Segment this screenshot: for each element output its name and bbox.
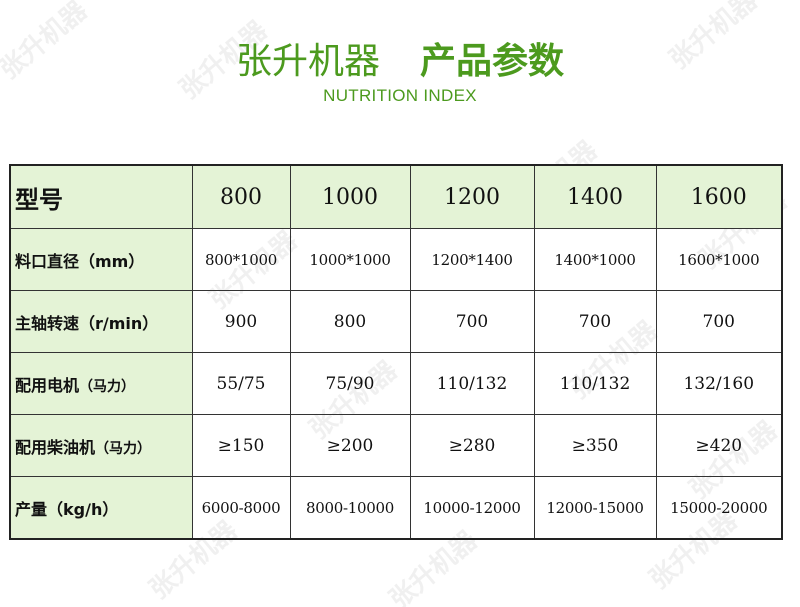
- table-cell: 8000-10000: [289, 476, 411, 540]
- row-label: 配用电机（马力）: [9, 352, 193, 415]
- table-cell: ≥350: [533, 414, 657, 477]
- row-label: 产量（kg/h）: [9, 476, 193, 540]
- model-cell: 1600: [655, 164, 783, 229]
- row-label: 配用柴油机（马力）: [9, 414, 193, 477]
- spec-table: 型号 800 1000 1200 1400 1600 料口直径（mm） 800*…: [9, 164, 783, 540]
- row-label-text: 配用柴油机: [15, 437, 96, 457]
- table-cell: 6000-8000: [191, 476, 291, 540]
- table-cell: 55/75: [191, 352, 291, 415]
- table-cell: 800*1000: [191, 228, 291, 291]
- table-header-row: 型号 800 1000 1200 1400 1600: [9, 164, 783, 229]
- row-label-unit: （马力）: [79, 378, 136, 395]
- table-cell: 10000-12000: [409, 476, 535, 540]
- table-cell: 75/90: [289, 352, 411, 415]
- table-cell: 132/160: [655, 352, 783, 415]
- table-row: 配用电机（马力） 55/75 75/90 110/132 110/132 132…: [9, 352, 783, 415]
- table-row: 产量（kg/h） 6000-8000 8000-10000 10000-1200…: [9, 476, 783, 540]
- table-row: 主轴转速（r/min） 900 800 700 700 700: [9, 290, 783, 353]
- table-cell: 1200*1400: [409, 228, 535, 291]
- table-cell: 700: [409, 290, 535, 353]
- table-cell: 900: [191, 290, 291, 353]
- page-title: 张升机器 产品参数: [0, 40, 800, 84]
- table-cell: 700: [655, 290, 783, 353]
- table-cell: ≥420: [655, 414, 783, 477]
- table-row: 配用柴油机（马力） ≥150 ≥200 ≥280 ≥350 ≥420: [9, 414, 783, 477]
- table-cell: 800: [289, 290, 411, 353]
- section-title: 产品参数: [420, 41, 565, 82]
- table-cell: 15000-20000: [655, 476, 783, 540]
- row-label: 料口直径（mm）: [9, 228, 193, 291]
- page-header: 张升机器 产品参数 NUTRITION INDEX: [0, 0, 800, 160]
- row-label-text: 配用电机: [15, 375, 80, 395]
- model-cell: 1400: [533, 164, 657, 229]
- table-cell: ≥150: [191, 414, 291, 477]
- row-label: 主轴转速（r/min）: [9, 290, 193, 353]
- brand-title: 张升机器: [235, 41, 380, 82]
- model-cell: 800: [191, 164, 291, 229]
- model-cell: 1200: [409, 164, 535, 229]
- table-cell: ≥200: [289, 414, 411, 477]
- table-cell: 110/132: [533, 352, 657, 415]
- table-cell: 1600*1000: [655, 228, 783, 291]
- page-subtitle: NUTRITION INDEX: [323, 86, 477, 105]
- table-cell: 12000-15000: [533, 476, 657, 540]
- table-cell: ≥280: [409, 414, 535, 477]
- header-label-cell: 型号: [9, 164, 193, 229]
- table-row: 料口直径（mm） 800*1000 1000*1000 1200*1400 14…: [9, 228, 783, 291]
- table-cell: 700: [533, 290, 657, 353]
- row-label-unit: （马力）: [95, 440, 152, 457]
- table-cell: 110/132: [409, 352, 535, 415]
- model-cell: 1000: [289, 164, 411, 229]
- table-cell: 1000*1000: [289, 228, 411, 291]
- table-cell: 1400*1000: [533, 228, 657, 291]
